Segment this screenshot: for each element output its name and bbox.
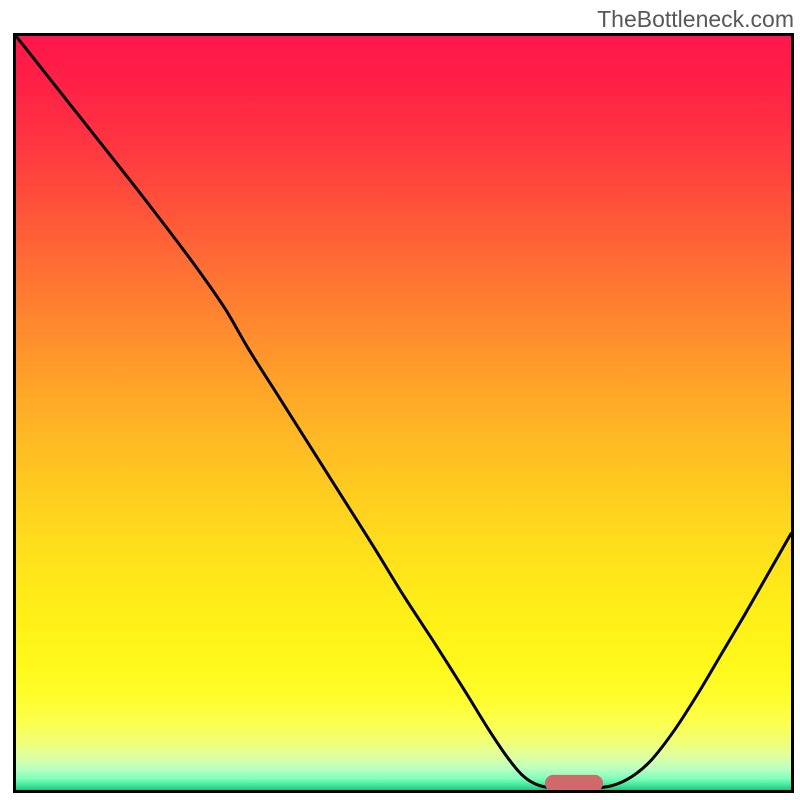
chart-stage: TheBottleneck.com bbox=[0, 0, 800, 800]
plot-area bbox=[16, 36, 791, 790]
optimal-marker bbox=[545, 775, 603, 790]
watermark-text: TheBottleneck.com bbox=[597, 6, 794, 33]
bottleneck-curve bbox=[16, 36, 791, 789]
curve-overlay bbox=[16, 36, 791, 790]
